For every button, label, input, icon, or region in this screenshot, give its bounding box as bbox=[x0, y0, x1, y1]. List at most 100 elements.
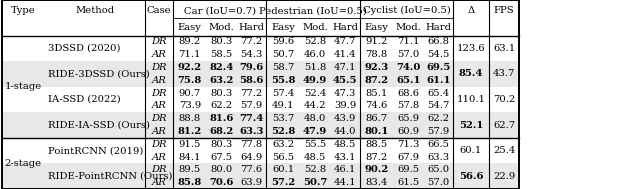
Text: 49.1: 49.1 bbox=[272, 101, 294, 110]
Text: 90.7: 90.7 bbox=[179, 89, 201, 98]
Text: 58.6: 58.6 bbox=[239, 76, 264, 85]
Text: Easy: Easy bbox=[365, 23, 388, 32]
Text: 55.8: 55.8 bbox=[271, 76, 296, 85]
Text: 50.7: 50.7 bbox=[303, 178, 327, 187]
Text: Hard: Hard bbox=[238, 23, 264, 32]
Text: Easy: Easy bbox=[271, 23, 295, 32]
Text: 53.7: 53.7 bbox=[272, 114, 294, 123]
Text: 65.0: 65.0 bbox=[427, 165, 449, 174]
Text: 44.0: 44.0 bbox=[334, 127, 356, 136]
Text: 52.1: 52.1 bbox=[459, 121, 483, 129]
Text: 41.4: 41.4 bbox=[333, 50, 356, 59]
Text: 52.8: 52.8 bbox=[304, 37, 326, 46]
Text: 43.7: 43.7 bbox=[493, 69, 515, 78]
Text: DR: DR bbox=[152, 89, 167, 98]
Text: 65.4: 65.4 bbox=[427, 89, 449, 98]
Text: 43.9: 43.9 bbox=[334, 114, 356, 123]
Text: Easy: Easy bbox=[178, 23, 202, 32]
Text: AR: AR bbox=[152, 127, 166, 136]
Text: 3DSSD (2020): 3DSSD (2020) bbox=[47, 44, 120, 53]
Text: 80.3: 80.3 bbox=[210, 89, 232, 98]
Text: 39.9: 39.9 bbox=[334, 101, 356, 110]
Text: 77.4: 77.4 bbox=[239, 114, 264, 123]
Text: 62.2: 62.2 bbox=[211, 101, 232, 110]
Text: AR: AR bbox=[152, 178, 166, 187]
Text: 83.4: 83.4 bbox=[365, 178, 388, 187]
Text: 45.5: 45.5 bbox=[333, 76, 357, 85]
Text: 70.2: 70.2 bbox=[493, 95, 515, 104]
Text: 64.9: 64.9 bbox=[240, 153, 262, 162]
Text: DR: DR bbox=[152, 37, 167, 46]
Text: Pedestrian (IoU=0.5): Pedestrian (IoU=0.5) bbox=[259, 6, 367, 15]
Bar bbox=[3, 125, 520, 138]
Text: FPS: FPS bbox=[494, 6, 515, 15]
Text: 62.2: 62.2 bbox=[427, 114, 449, 123]
Text: RIDE-IA-SSD (Ours): RIDE-IA-SSD (Ours) bbox=[47, 121, 150, 129]
Bar bbox=[3, 176, 520, 189]
Bar bbox=[3, 74, 520, 87]
Text: 71.1: 71.1 bbox=[397, 37, 419, 46]
Text: 52.8: 52.8 bbox=[304, 165, 326, 174]
Text: 48.5: 48.5 bbox=[334, 140, 356, 149]
Text: 52.4: 52.4 bbox=[304, 89, 326, 98]
Text: 85.1: 85.1 bbox=[365, 89, 388, 98]
Text: 52.8: 52.8 bbox=[271, 127, 295, 136]
Text: 61.5: 61.5 bbox=[397, 178, 419, 187]
Text: AR: AR bbox=[152, 101, 166, 110]
Text: 63.3: 63.3 bbox=[239, 127, 264, 136]
Text: 67.9: 67.9 bbox=[397, 153, 419, 162]
Text: Hard: Hard bbox=[425, 23, 451, 32]
Text: Mod.: Mod. bbox=[396, 23, 421, 32]
Text: 57.0: 57.0 bbox=[397, 50, 419, 59]
Text: Type: Type bbox=[11, 6, 36, 15]
Text: 88.5: 88.5 bbox=[365, 140, 388, 149]
Text: 69.5: 69.5 bbox=[397, 165, 419, 174]
Text: Case: Case bbox=[147, 6, 172, 15]
Text: 43.1: 43.1 bbox=[334, 153, 356, 162]
Text: DR: DR bbox=[152, 165, 167, 174]
Text: 57.2: 57.2 bbox=[271, 178, 295, 187]
Text: 66.8: 66.8 bbox=[427, 37, 449, 46]
Text: Hard: Hard bbox=[332, 23, 358, 32]
Text: 85.4: 85.4 bbox=[459, 69, 483, 78]
Text: 58.5: 58.5 bbox=[210, 50, 232, 59]
Text: 92.2: 92.2 bbox=[178, 63, 202, 72]
Text: 91.5: 91.5 bbox=[179, 140, 201, 149]
Text: 86.7: 86.7 bbox=[365, 114, 388, 123]
Text: 59.6: 59.6 bbox=[272, 37, 294, 46]
Text: 81.2: 81.2 bbox=[178, 127, 202, 136]
Text: 74.6: 74.6 bbox=[365, 101, 388, 110]
Text: 44.2: 44.2 bbox=[304, 101, 326, 110]
Text: 77.2: 77.2 bbox=[240, 37, 262, 46]
Text: 67.5: 67.5 bbox=[211, 153, 232, 162]
Text: 60.9: 60.9 bbox=[397, 127, 419, 136]
Text: 80.3: 80.3 bbox=[210, 37, 232, 46]
Text: 48.5: 48.5 bbox=[304, 153, 326, 162]
Text: 69.5: 69.5 bbox=[426, 63, 451, 72]
Text: DR: DR bbox=[152, 63, 167, 72]
Bar bbox=[3, 163, 520, 176]
Text: 63.3: 63.3 bbox=[427, 153, 449, 162]
Text: AR: AR bbox=[152, 76, 166, 85]
Text: 47.3: 47.3 bbox=[334, 89, 356, 98]
Text: AR: AR bbox=[152, 153, 166, 162]
Text: 80.0: 80.0 bbox=[210, 165, 232, 174]
Text: Mod.: Mod. bbox=[302, 23, 328, 32]
Text: 75.8: 75.8 bbox=[178, 76, 202, 85]
Text: 60.1: 60.1 bbox=[272, 165, 294, 174]
Text: 65.9: 65.9 bbox=[397, 114, 419, 123]
Text: 63.2: 63.2 bbox=[209, 76, 234, 85]
Text: 54.5: 54.5 bbox=[427, 50, 449, 59]
Text: 55.5: 55.5 bbox=[304, 140, 326, 149]
Text: 46.0: 46.0 bbox=[304, 50, 326, 59]
Text: PointRCNN (2019): PointRCNN (2019) bbox=[47, 146, 143, 155]
Text: 47.9: 47.9 bbox=[303, 127, 327, 136]
Text: 110.1: 110.1 bbox=[456, 95, 486, 104]
Text: Δ: Δ bbox=[467, 6, 475, 15]
Text: 68.2: 68.2 bbox=[209, 127, 234, 136]
Text: 50.7: 50.7 bbox=[272, 50, 294, 59]
Text: 88.8: 88.8 bbox=[179, 114, 201, 123]
Text: 77.8: 77.8 bbox=[240, 140, 262, 149]
Text: 57.4: 57.4 bbox=[272, 89, 294, 98]
Text: 65.1: 65.1 bbox=[396, 76, 420, 85]
